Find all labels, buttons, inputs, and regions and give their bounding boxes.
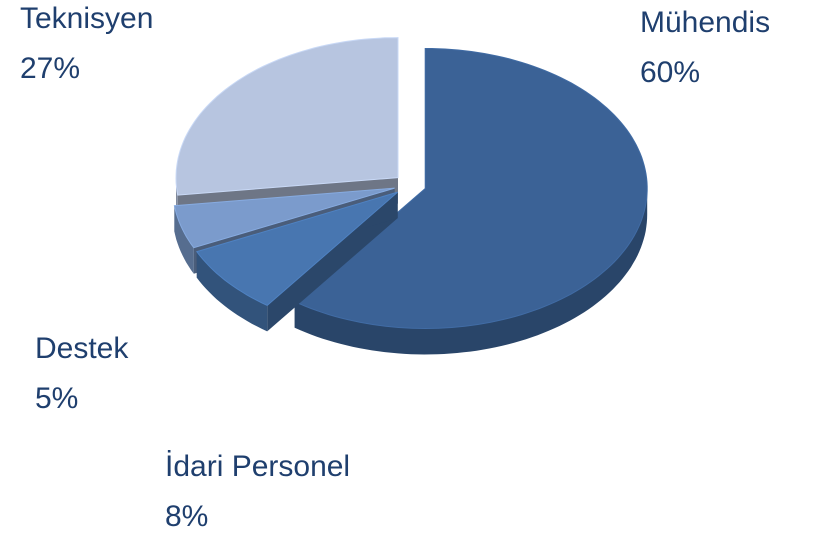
value-label: 60% — [640, 56, 700, 89]
slice — [195, 191, 398, 332]
value-label: 8% — [165, 500, 208, 533]
slice — [293, 48, 648, 355]
slice-top — [173, 187, 395, 249]
slice-top — [195, 191, 398, 306]
value-label: 27% — [20, 52, 80, 85]
pie — [173, 37, 648, 355]
slice-top — [293, 48, 648, 330]
slice-top — [175, 37, 399, 196]
value-label: 5% — [35, 382, 78, 415]
labels: Mühendis 60% İdari Personel 8% Destek 5% Tekni… — [20, 2, 770, 533]
slice-label: Destek — [35, 332, 129, 365]
slice-wall — [294, 188, 648, 355]
slice-label: Mühendis — [640, 6, 770, 39]
slice-label: Teknisyen — [20, 2, 153, 35]
slice-label: İdari Personel — [165, 450, 350, 483]
